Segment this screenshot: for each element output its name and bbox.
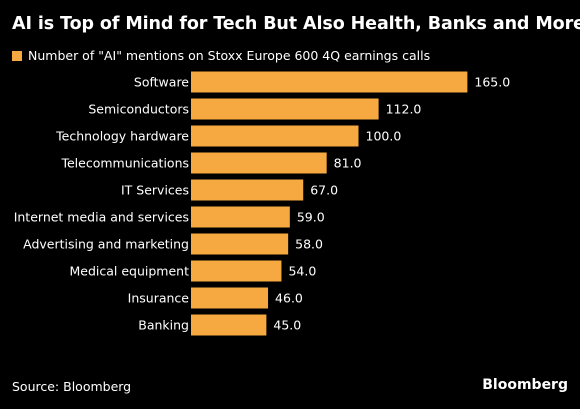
bar xyxy=(191,260,282,282)
bar xyxy=(191,287,269,309)
legend-label: Number of "AI" mentions on Stoxx Europe … xyxy=(28,48,431,63)
value-label: 100.0 xyxy=(366,129,402,144)
chart-title: AI is Top of Mind for Tech But Also Heal… xyxy=(12,14,580,34)
bar xyxy=(191,206,290,228)
category-label: Medical equipment xyxy=(69,264,189,279)
chart-legend: Number of "AI" mentions on Stoxx Europe … xyxy=(12,48,430,63)
value-label: 58.0 xyxy=(295,237,323,252)
bar xyxy=(191,179,304,201)
value-label: 45.0 xyxy=(273,318,301,333)
value-label: 59.0 xyxy=(297,210,325,225)
bar xyxy=(191,71,468,93)
bar xyxy=(191,98,379,120)
category-label: Advertising and marketing xyxy=(23,237,189,252)
category-label: Banking xyxy=(138,318,189,333)
source-note: Source: Bloomberg xyxy=(12,379,132,394)
category-label: IT Services xyxy=(121,183,189,198)
bar xyxy=(191,314,267,336)
bar xyxy=(191,233,289,255)
category-label: Insurance xyxy=(128,291,190,306)
brand-logo: Bloomberg xyxy=(482,377,568,393)
category-label: Technology hardware xyxy=(55,129,189,144)
bar xyxy=(191,125,359,147)
category-label: Semiconductors xyxy=(88,102,189,117)
legend-swatch xyxy=(12,50,22,61)
value-label: 112.0 xyxy=(386,102,422,117)
category-label: Telecommunications xyxy=(60,156,189,171)
category-label: Software xyxy=(134,75,189,90)
value-label: 46.0 xyxy=(275,291,303,306)
category-label: Internet media and services xyxy=(14,210,189,225)
bar xyxy=(191,152,327,174)
value-label: 81.0 xyxy=(334,156,362,171)
value-label: 54.0 xyxy=(288,264,316,279)
value-label: 67.0 xyxy=(310,183,338,198)
value-label: 165.0 xyxy=(474,75,510,90)
